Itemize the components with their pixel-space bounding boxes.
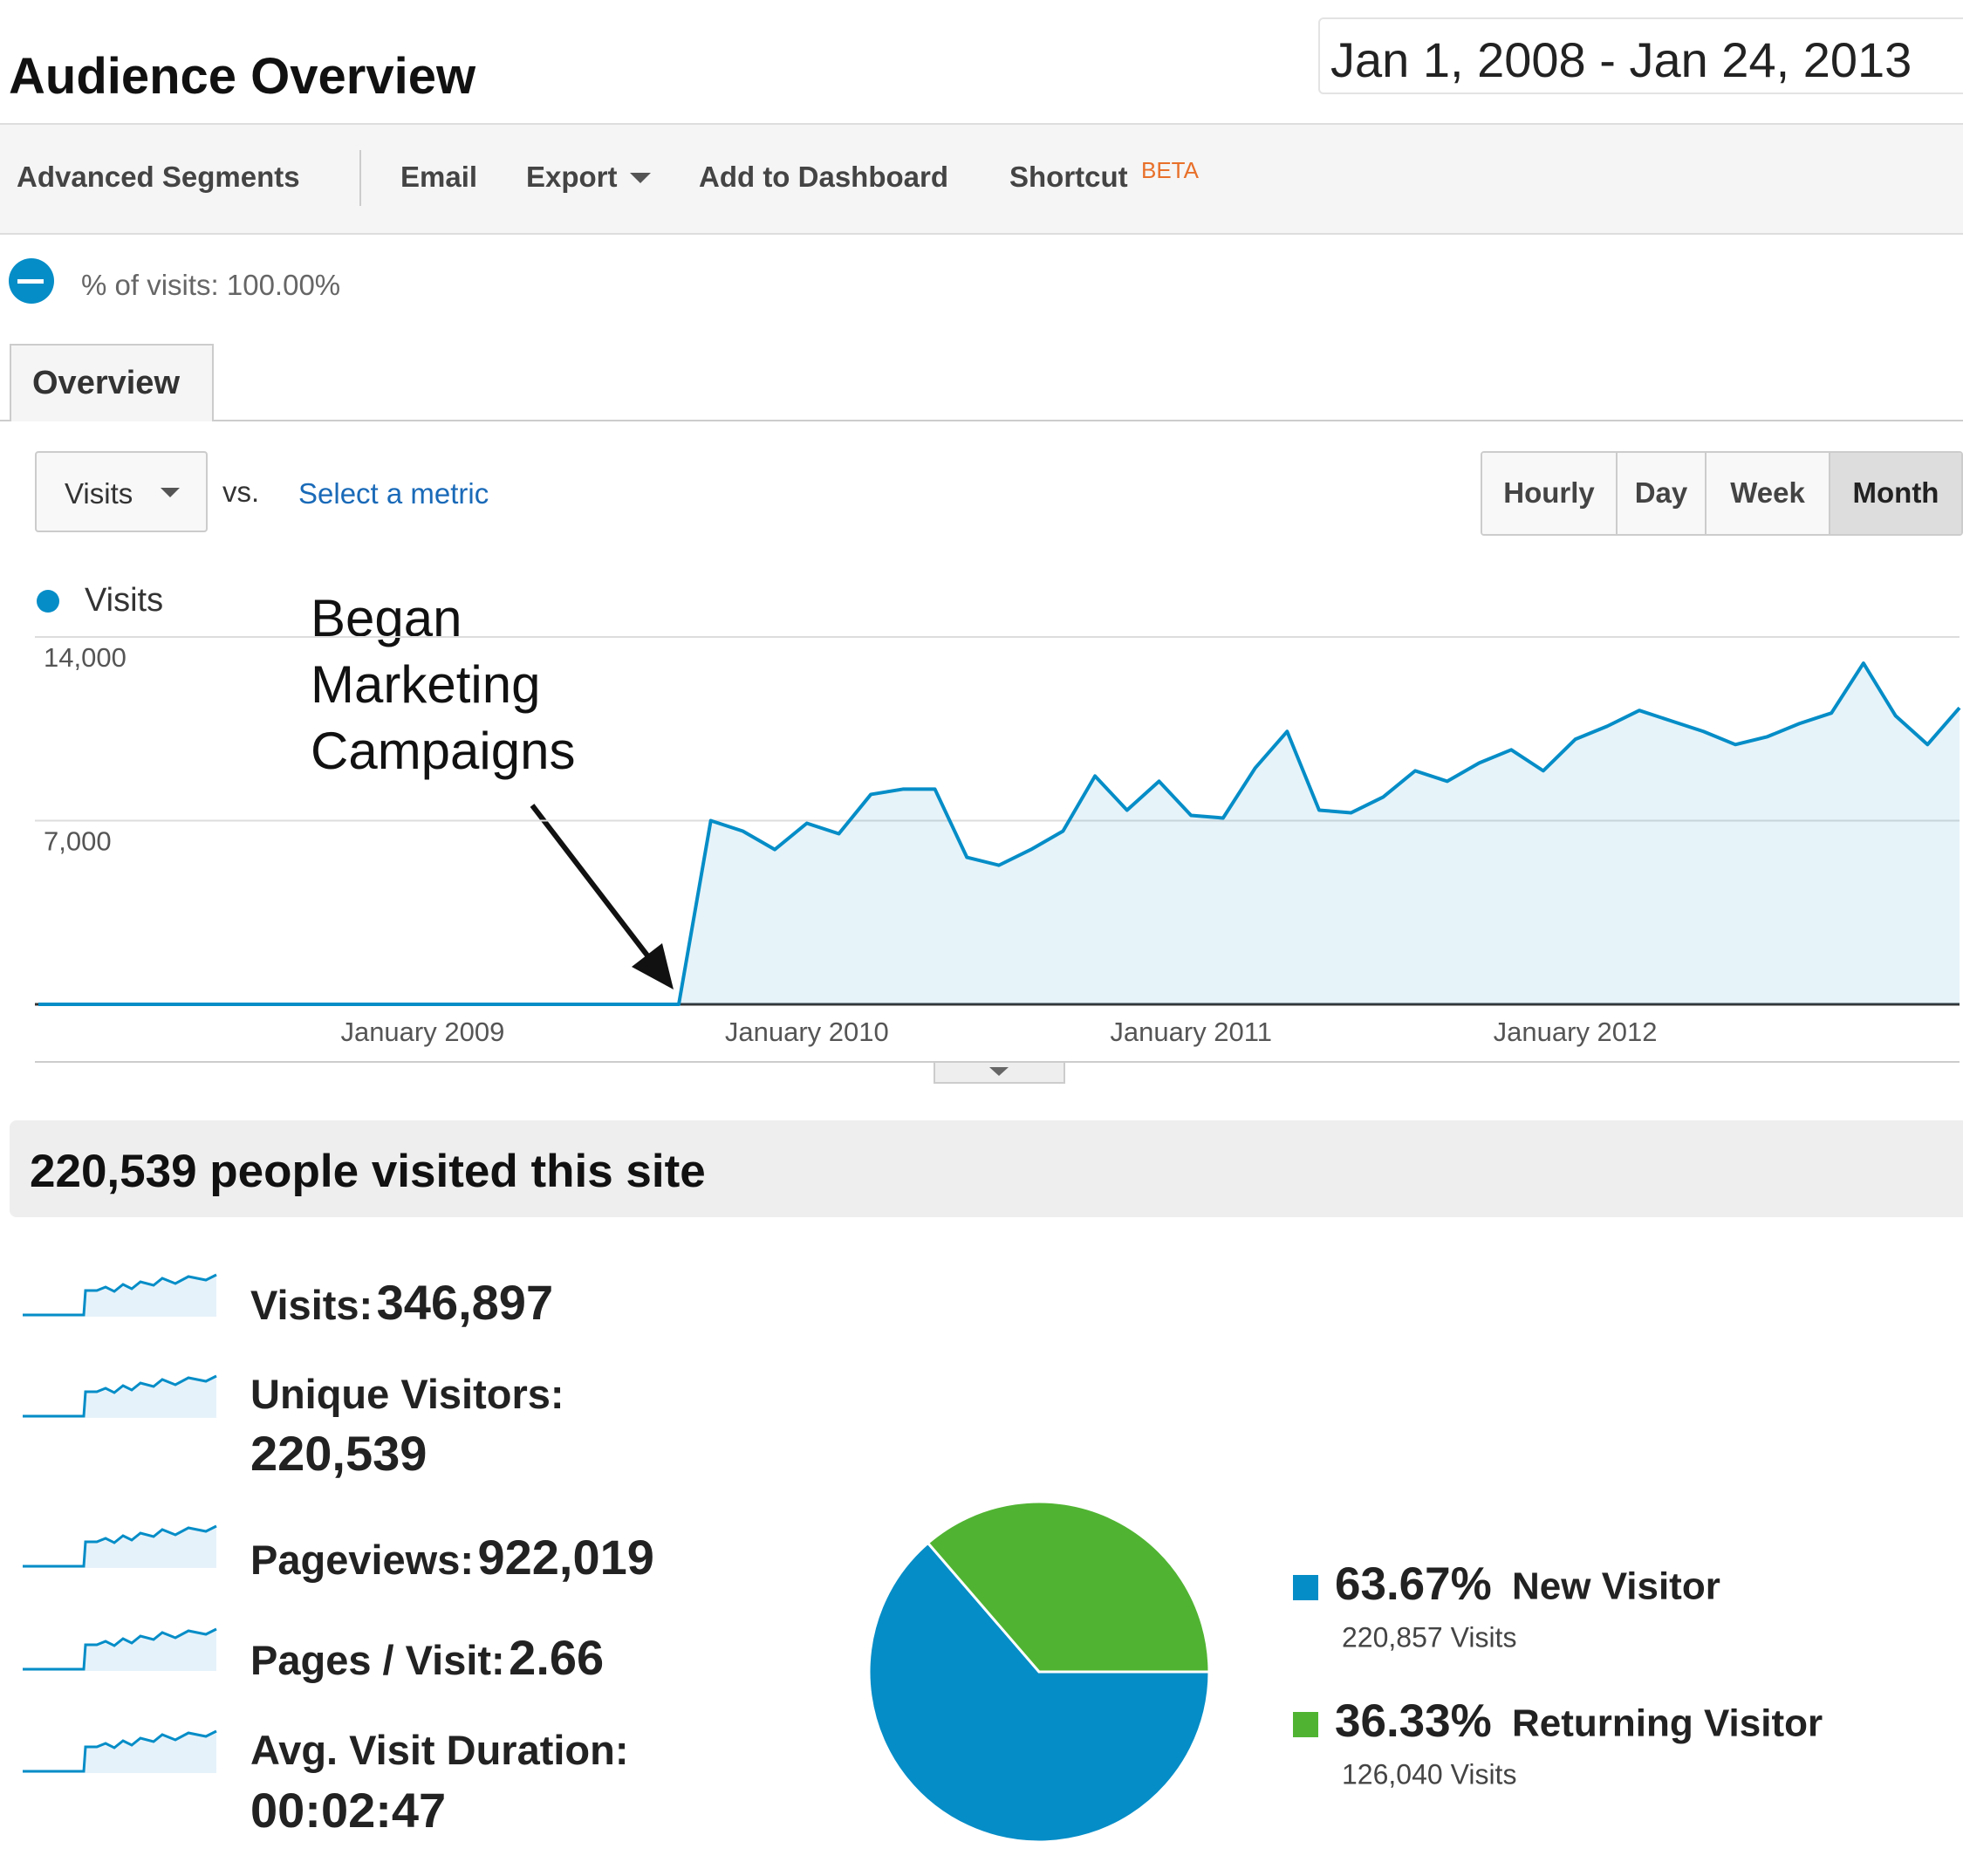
legend-visits: 126,040 Visits (1342, 1758, 1516, 1790)
interval-group: Hourly Day Week Month (1481, 451, 1963, 536)
x-tick-label: January 2011 (1110, 1017, 1272, 1047)
metric: Visits: 346,897 (250, 1274, 553, 1331)
toolbar-button[interactable]: Export (526, 161, 618, 193)
legend-label: Visits (85, 582, 163, 619)
overview-tab[interactable]: Overview (10, 344, 214, 421)
metric-value: 00:02:47 (250, 1783, 447, 1838)
sparkline (21, 1627, 218, 1673)
toolbar-button[interactable]: Advanced Segments (17, 161, 300, 193)
x-tick-label: January 2009 (340, 1017, 504, 1047)
area-fill (38, 663, 1960, 1004)
segment-icon (9, 258, 54, 304)
annotation-line: Marketing (311, 655, 540, 714)
toolbar (0, 123, 1963, 235)
sparkline (21, 1374, 218, 1420)
metric-label: Pageviews: (250, 1537, 475, 1583)
page-title: Audience Overview (9, 48, 476, 105)
metric-value: 2.66 (509, 1630, 605, 1685)
metric-dropdown[interactable]: Visits (35, 451, 208, 532)
metric-label: Pages / Visit: (250, 1637, 505, 1683)
toolbar-button[interactable]: Email (400, 161, 478, 193)
legend-label: New Visitor (1512, 1565, 1720, 1608)
x-tick-label: January 2010 (725, 1017, 889, 1047)
collapse-handle[interactable] (934, 1061, 1065, 1084)
date-range[interactable]: Jan 1, 2008 - Jan 24, 2013 (1318, 17, 1963, 94)
legend-label: Returning Visitor (1512, 1702, 1823, 1745)
interval-button[interactable]: Hourly (1482, 453, 1616, 534)
interval-button[interactable]: Week (1705, 453, 1829, 534)
legend-swatch (1293, 1712, 1318, 1737)
interval-button[interactable]: Day (1616, 453, 1705, 534)
annotation-line: Campaigns (311, 722, 576, 780)
segment-label: % of visits: 100.00% (81, 269, 341, 301)
y-tick-label: 14,000 (44, 642, 127, 673)
sparkline (21, 1729, 218, 1775)
visits-line (38, 661, 1961, 1006)
metric-label: Visits: (250, 1282, 373, 1328)
metric-value: 220,539 (250, 1426, 427, 1481)
separator (359, 150, 361, 206)
summary-banner: 220,539 people visited this site (10, 1120, 1963, 1217)
annotation-arrowhead (632, 943, 674, 989)
pie-slice (926, 1500, 1211, 1674)
annotation-line: Began (311, 589, 462, 647)
sparkline (21, 1273, 218, 1318)
tab-line (0, 420, 1963, 421)
metric-name: Visits (65, 477, 133, 510)
y-tick-label: 7,000 (44, 826, 112, 857)
interval-button[interactable]: Month (1829, 453, 1961, 534)
dropdown-arrow (161, 488, 180, 497)
metric-value: 346,897 (376, 1275, 554, 1330)
annotation-arrow (530, 804, 650, 957)
legend-visits: 220,857 Visits (1342, 1621, 1516, 1653)
toolbar-button[interactable]: Shortcut (1009, 161, 1128, 193)
select-metric-link[interactable]: Select a metric (298, 477, 489, 510)
toolbar-button[interactable]: Add to Dashboard (699, 161, 948, 193)
vs-label: vs. (222, 476, 260, 508)
legend-percent: 63.67% (1335, 1558, 1492, 1610)
dropdown-arrow (630, 173, 651, 183)
metric: Pageviews: 922,019 (250, 1529, 654, 1585)
legend-dot (37, 590, 59, 613)
pie-slice (867, 1541, 1211, 1844)
metric: Pages / Visit: 2.66 (250, 1629, 604, 1686)
beta-badge: BETA (1141, 157, 1199, 183)
legend-percent: 36.33% (1335, 1695, 1492, 1747)
metric-value: 922,019 (477, 1530, 654, 1585)
x-tick-label: January 2012 (1494, 1017, 1658, 1047)
metric-label: Unique Visitors: (250, 1371, 564, 1417)
metric-label: Avg. Visit Duration: (250, 1727, 629, 1773)
sparkline (21, 1524, 218, 1570)
collapse-arrow (989, 1067, 1009, 1076)
legend-swatch (1293, 1575, 1318, 1600)
